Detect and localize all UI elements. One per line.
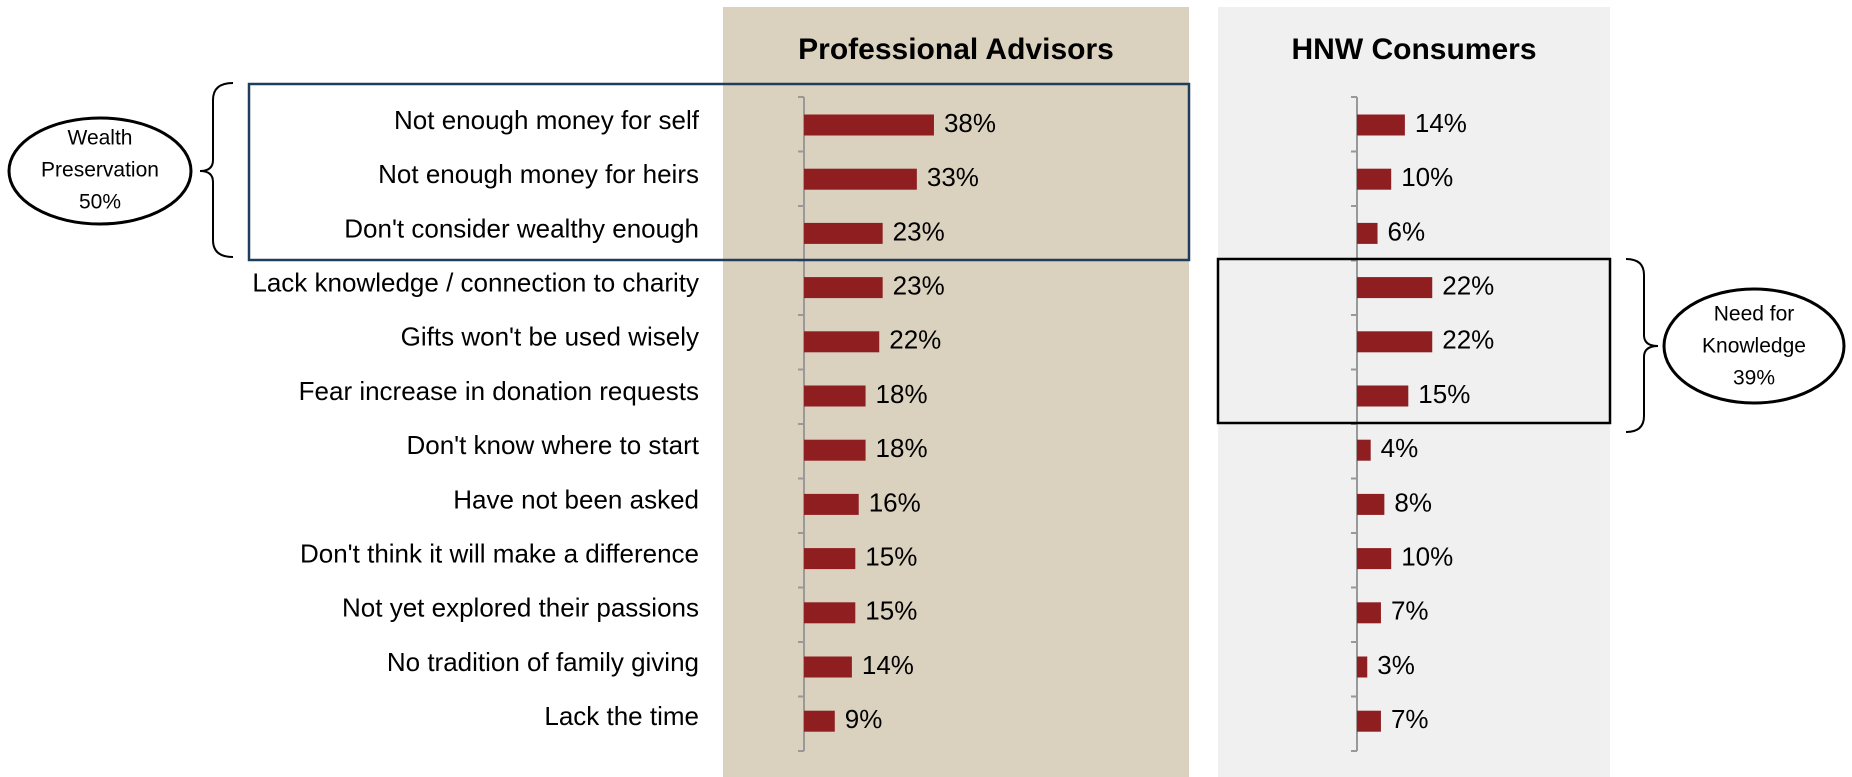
value-label: 15%: [865, 596, 917, 626]
bar: [804, 385, 866, 407]
value-label: 18%: [876, 379, 928, 409]
bar: [1357, 710, 1381, 732]
category-label: Lack the time: [544, 701, 699, 731]
value-label: 22%: [889, 325, 941, 355]
bar: [1357, 114, 1405, 136]
callout-text: 39%: [1733, 367, 1775, 390]
value-label: 22%: [1442, 325, 1494, 355]
brace: [199, 82, 234, 258]
highlight-box: [1216, 257, 1612, 425]
value-label: 23%: [893, 216, 945, 246]
category-label: Lack knowledge / connection to charity: [252, 267, 699, 297]
bar: [804, 222, 883, 244]
value-label: 18%: [876, 433, 928, 463]
value-label: 10%: [1401, 162, 1453, 192]
bar: [804, 331, 880, 353]
value-label: 4%: [1381, 433, 1419, 463]
value-label: 14%: [1415, 108, 1467, 138]
value-label: 15%: [865, 541, 917, 571]
callout-text: Preservation: [41, 159, 159, 182]
value-label: 9%: [845, 704, 883, 734]
callout-ellipse: [1662, 287, 1846, 405]
bar: [1357, 439, 1371, 461]
bar: [1357, 602, 1381, 624]
bar: [1357, 222, 1378, 244]
category-label: Don't know where to start: [406, 430, 699, 460]
bar: [1357, 277, 1433, 299]
value-label: 8%: [1394, 487, 1432, 517]
value-label: 3%: [1377, 650, 1415, 680]
bar: [804, 493, 859, 515]
bar: [804, 656, 852, 678]
category-label: Not enough money for self: [394, 105, 700, 135]
category-label: Gifts won't be used wisely: [401, 322, 699, 352]
callout-text: Knowledge: [1702, 335, 1806, 358]
value-label: 22%: [1442, 270, 1494, 300]
value-label: 15%: [1418, 379, 1470, 409]
highlight-box: [247, 82, 1191, 262]
value-label: 6%: [1388, 216, 1426, 246]
bar: [804, 168, 917, 190]
bar: [804, 114, 934, 136]
value-label: 7%: [1391, 704, 1429, 734]
bar: [804, 710, 835, 732]
bar: [804, 277, 883, 299]
bar: [1357, 493, 1385, 515]
category-label: Fear increase in donation requests: [299, 376, 699, 406]
bar: [804, 602, 856, 624]
callout-text: Need for: [1714, 303, 1795, 326]
panel-background: [1218, 7, 1610, 777]
value-label: 33%: [927, 162, 979, 192]
bar: [1357, 548, 1392, 570]
panel-title: Professional Advisors: [798, 33, 1114, 66]
category-label: Don't think it will make a difference: [300, 538, 699, 568]
category-label: Not yet explored their passions: [342, 593, 699, 623]
value-label: 16%: [869, 487, 921, 517]
brace: [1625, 258, 1659, 433]
value-label: 23%: [893, 270, 945, 300]
value-label: 7%: [1391, 596, 1429, 626]
bar: [1357, 168, 1392, 190]
value-label: 14%: [862, 650, 914, 680]
bar: [804, 548, 856, 570]
callout-text: Wealth: [68, 127, 133, 150]
value-label: 38%: [944, 108, 996, 138]
value-label: 10%: [1401, 541, 1453, 571]
category-label: Don't consider wealthy enough: [344, 213, 699, 243]
category-label: Have not been asked: [453, 484, 699, 514]
callout-ellipse: [7, 116, 193, 226]
callout-text: 50%: [79, 191, 121, 214]
panel-background: [723, 7, 1189, 777]
bar: [804, 439, 866, 461]
bar: [1357, 656, 1368, 678]
panel-title: HNW Consumers: [1291, 33, 1536, 66]
category-label: No tradition of family giving: [387, 647, 699, 677]
bar: [1357, 385, 1409, 407]
bar: [1357, 331, 1433, 353]
category-label: Not enough money for heirs: [378, 159, 699, 189]
